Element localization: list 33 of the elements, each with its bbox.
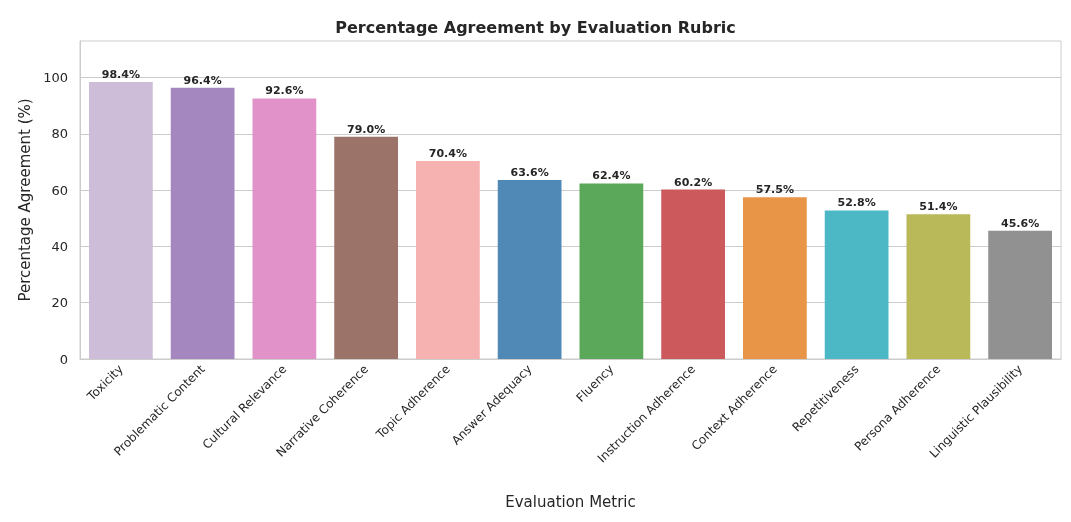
- bar: [988, 230, 1053, 359]
- y-tick-label: 20: [51, 295, 68, 311]
- bar: [334, 136, 399, 359]
- data-label: 96.4%: [183, 73, 222, 87]
- chart-title: Percentage Agreement by Evaluation Rubric: [335, 17, 736, 37]
- bar: [170, 87, 235, 359]
- y-tick-label: 0: [59, 351, 68, 367]
- bar: [661, 189, 726, 359]
- data-label: 79.0%: [347, 122, 386, 136]
- data-label: 62.4%: [592, 169, 631, 183]
- data-label: 57.5%: [755, 183, 794, 197]
- bar: [252, 98, 317, 359]
- bar: [88, 82, 153, 359]
- data-label: 63.6%: [510, 166, 549, 180]
- y-axis-title: Percentage Agreement (%): [15, 98, 34, 302]
- x-axis-title: Evaluation Metric: [505, 492, 636, 511]
- y-tick-label: 40: [51, 238, 68, 254]
- bar: [497, 180, 562, 359]
- y-tick-label: 60: [51, 182, 68, 198]
- data-label: 60.2%: [674, 175, 713, 189]
- y-tick-label: 80: [51, 126, 68, 142]
- data-label: 52.8%: [837, 196, 876, 210]
- data-label: 92.6%: [265, 84, 304, 98]
- data-label: 45.6%: [1001, 216, 1040, 230]
- bar: [742, 197, 807, 359]
- bar: [415, 160, 480, 359]
- data-label: 98.4%: [101, 68, 140, 82]
- bar: [579, 183, 644, 359]
- y-tick-label: 100: [43, 70, 68, 86]
- bar: [906, 214, 971, 359]
- bar: [824, 210, 889, 359]
- data-label: 51.4%: [919, 200, 958, 214]
- data-label: 70.4%: [428, 146, 467, 160]
